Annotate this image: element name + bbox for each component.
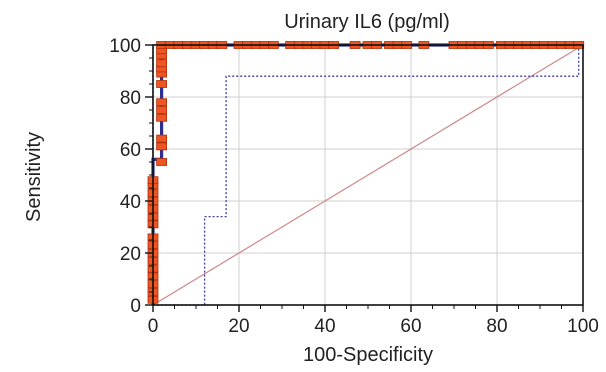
criterion-marker [156,134,168,143]
reference-diagonal-line [152,44,584,306]
y-tick-label-60: 60 [120,140,141,161]
y-tick-label-40: 40 [120,192,141,213]
axis-ticks: 0 20 40 60 80 100 0 20 40 60 80 100 [109,36,599,337]
y-tick-label-0: 0 [130,296,141,317]
x-axis-label: 100-Specificity [303,344,433,366]
y-axis-label: Sensitivity [23,132,45,222]
criterion-marker [156,158,168,166]
criterion-marker [156,59,168,68]
criterion-marker [156,106,168,114]
marker-layer [147,41,585,304]
x-tick-label-20: 20 [228,316,249,337]
grid [153,45,583,305]
x-tick-label-40: 40 [314,316,335,337]
x-tick-label-0: 0 [148,316,159,337]
criterion-marker [156,113,168,122]
y-tick-label-20: 20 [120,244,141,265]
x-tick-label-80: 80 [486,316,507,337]
confidence-lower-line [153,45,580,306]
series-layer [151,43,584,306]
x-tick-label-60: 60 [400,316,421,337]
chart-title: Urinary IL6 (pg/ml) [284,11,450,33]
criterion-marker [156,98,168,107]
criterion-marker [156,80,168,88]
y-tick-label-100: 100 [109,36,141,57]
y-tick-label-80: 80 [120,88,141,109]
x-tick-label-100: 100 [567,316,599,337]
criterion-marker [156,142,168,151]
